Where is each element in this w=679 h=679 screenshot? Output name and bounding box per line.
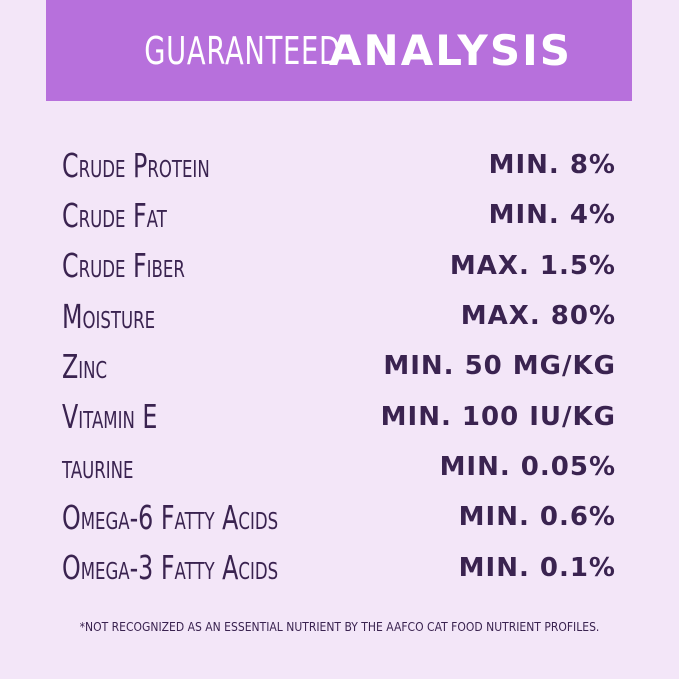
analysis-table: Crude Protein MIN. 8% Crude Fat MIN. 4% Crud… [62, 140, 616, 593]
title-light: GUARANTEED [144, 28, 341, 73]
table-row: Crude Fat MIN. 4% [62, 190, 616, 240]
nutrient-name: Vitamin E [62, 397, 158, 437]
nutrient-name: Omega-6 Fatty Acids [62, 497, 279, 537]
nutrient-value: MIN. 100 IU/KG [380, 401, 616, 432]
table-row: Moisture MAX. 80% [62, 291, 616, 341]
nutrient-value: MAX. 1.5% [449, 250, 616, 281]
nutrient-name: Zinc [62, 346, 108, 386]
table-row: Vitamin E MIN. 100 IU/KG [62, 391, 616, 441]
table-row: Omega-6 Fatty Acids MIN. 0.6% [62, 492, 616, 542]
nutrient-value: MIN. 4% [488, 200, 616, 231]
table-row: Crude Protein MIN. 8% [62, 140, 616, 190]
nutrient-value: MIN. 8% [488, 150, 616, 181]
nutrient-value: MIN. 0.6% [458, 502, 616, 533]
footnote: *NOT RECOGNIZED AS AN ESSENTIAL NUTRIENT… [79, 620, 600, 634]
table-row: Zinc MIN. 50 MG/KG [62, 341, 616, 391]
nutrient-name: Moisture [62, 296, 156, 336]
nutrient-value: MIN. 0.05% [439, 451, 616, 482]
table-row: Crude Fiber MAX. 1.5% [62, 241, 616, 291]
table-row: taurine MIN. 0.05% [62, 442, 616, 492]
title-bold: ANALYSIS [329, 26, 572, 75]
nutrient-name: Crude Fiber [62, 246, 185, 286]
nutrient-name: taurine [62, 447, 134, 487]
nutrient-value: MAX. 80% [460, 301, 616, 332]
nutrient-value: MIN. 0.1% [458, 552, 616, 583]
nutrient-name: Omega-3 Fatty Acids [62, 548, 279, 588]
nutrient-name: Crude Protein [62, 145, 210, 185]
table-row: Omega-3 Fatty Acids MIN. 0.1% [62, 542, 616, 592]
header-banner: GUARANTEED ANALYSIS [46, 0, 632, 101]
nutrient-name: Crude Fat [62, 195, 167, 235]
nutrient-value: MIN. 50 MG/KG [383, 351, 616, 382]
